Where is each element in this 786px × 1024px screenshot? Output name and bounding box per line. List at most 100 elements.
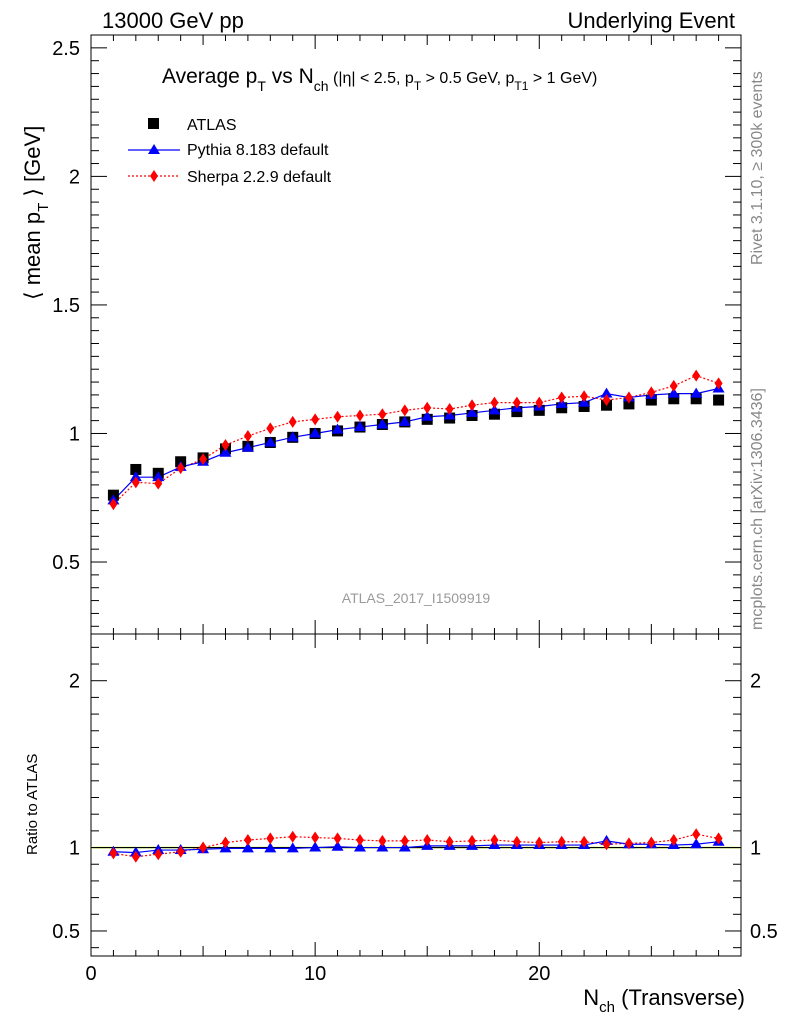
sherpa-point: [445, 403, 454, 416]
y-tick-label: 1: [69, 423, 80, 445]
sherpa-ratio-point: [624, 837, 633, 850]
sherpa-ratio-point: [557, 835, 566, 848]
pythia-ratio-point: [264, 842, 277, 853]
pythia-point: [398, 415, 411, 426]
sherpa-ratio-point: [109, 847, 118, 860]
plot-title: Average pT vs Nch (|η| < 2.5, pT > 0.5 G…: [162, 65, 597, 94]
sherpa-point: [176, 462, 185, 475]
x-tick-label: 0: [85, 963, 96, 985]
sherpa-point: [243, 430, 252, 443]
pythia-ratio-point: [241, 842, 254, 853]
atlas-point: [130, 463, 142, 475]
pythia-point: [219, 446, 232, 457]
sherpa-ratio-point: [131, 850, 140, 863]
sherpa-point: [221, 439, 230, 452]
sherpa-ratio-point: [288, 830, 297, 843]
main-y-axis-label: ⟨ mean pT ⟩ [GeV]: [20, 126, 52, 300]
rivet-label: Rivet 3.1.10, ≥ 300k events: [749, 71, 766, 265]
pythia-point: [241, 441, 254, 452]
sherpa-point: [647, 386, 656, 399]
legend-atlas-marker: [148, 118, 159, 129]
sherpa-point: [154, 477, 163, 490]
y-tick-label: 2: [69, 671, 80, 693]
sherpa-point: [535, 396, 544, 409]
sherpa-point: [199, 453, 208, 466]
sherpa-ratio-point: [535, 836, 544, 849]
atlas-point: [645, 394, 657, 406]
pythia-ratio-point: [331, 840, 344, 851]
y-tick-label: 2.5: [52, 38, 80, 60]
pythia-point: [152, 471, 165, 482]
legend-sherpa-label: Sherpa 2.2.9 default: [187, 169, 332, 186]
sherpa-point: [580, 390, 589, 403]
sherpa-point: [423, 401, 432, 414]
ratio-plot-area: 0 10 20 0.5 0.5 1 1 2 2: [52, 634, 778, 985]
sherpa-ratio-point: [400, 834, 409, 847]
sherpa-ratio-point: [266, 832, 275, 845]
y-tick-label-right: 0.5: [750, 921, 778, 943]
pythia-point: [600, 387, 613, 398]
sherpa-ratio-point: [468, 834, 477, 847]
sherpa-ratio-point: [243, 834, 252, 847]
pythia-ratio-point: [286, 842, 299, 853]
header-left: 13000 GeV pp: [102, 8, 244, 33]
sherpa-ratio-point: [445, 835, 454, 848]
sherpa-point: [355, 409, 364, 422]
pythia-point: [466, 406, 479, 417]
sherpa-point: [400, 404, 409, 417]
sherpa-ratio-point: [333, 832, 342, 845]
atlas-point: [713, 394, 725, 406]
ratio-y-axis-label: Ratio to ATLAS: [24, 754, 41, 855]
pythia-ratio-point: [690, 838, 703, 849]
sherpa-point: [109, 498, 118, 511]
pythia-point: [690, 387, 703, 398]
legend-atlas-label: ATLAS: [187, 117, 237, 134]
atlas-point: [690, 393, 702, 405]
sherpa-ratio-point: [176, 845, 185, 858]
pythia-ratio-line: [113, 840, 719, 854]
atlas-point: [668, 393, 680, 405]
atlas-point: [623, 398, 635, 410]
sherpa-point: [692, 369, 701, 382]
pythia-point: [488, 404, 501, 415]
analysis-watermark: ATLAS_2017_I1509919: [342, 590, 491, 606]
sherpa-point: [378, 408, 387, 421]
pythia-point: [286, 431, 299, 442]
sherpa-ratio-point: [221, 836, 230, 849]
sherpa-point: [468, 399, 477, 412]
pythia-point: [421, 410, 434, 421]
pythia-line: [112, 387, 719, 501]
pythia-point: [353, 421, 366, 432]
sherpa-point: [512, 396, 521, 409]
legend-sherpa-marker: [150, 170, 158, 182]
sherpa-point: [669, 379, 678, 392]
sherpa-ratio-point: [602, 838, 611, 851]
sherpa-point: [131, 476, 140, 489]
sherpa-point: [624, 391, 633, 404]
sherpa-ratio-point: [423, 834, 432, 847]
sherpa-point: [311, 413, 320, 426]
legend-pythia-marker: [148, 144, 160, 154]
sherpa-point: [333, 410, 342, 423]
pythia-point: [667, 387, 680, 398]
sherpa-point: [266, 422, 275, 435]
pythia-point: [331, 423, 344, 434]
y-tick-label-right: 2: [750, 671, 761, 693]
header-right: Underlying Event: [567, 8, 735, 33]
y-tick-label: 0.5: [52, 921, 80, 943]
x-tick-label: 20: [528, 963, 550, 985]
main-plot-area: 0.5 1 1.5 2 2.5: [52, 34, 742, 634]
sherpa-ratio-point: [692, 828, 701, 841]
sherpa-ratio-point: [311, 831, 320, 844]
pythia-ratio-point: [309, 841, 322, 852]
sherpa-ratio-point: [490, 834, 499, 847]
y-tick-label: 2: [69, 166, 80, 188]
sherpa-ratio-point: [154, 848, 163, 861]
y-tick-label: 1.5: [52, 295, 80, 317]
pythia-point: [129, 471, 142, 482]
legend-pythia-label: Pythia 8.183 default: [187, 142, 329, 159]
ratio-frame: [90, 633, 742, 957]
x-tick-label: 10: [304, 963, 326, 985]
pythia-point: [376, 418, 389, 429]
